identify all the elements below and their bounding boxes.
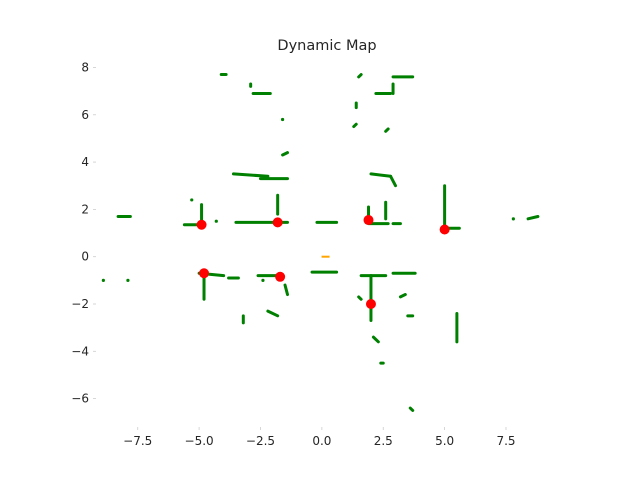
- y-tick-label: −6: [71, 392, 89, 406]
- obstacle-point-strip: [389, 174, 398, 188]
- y-axis-ticks: −6 −4 −2 0 2 4 6 8: [71, 60, 96, 406]
- x-axis-ticks: −7.5 −5.0 −2.5 0.0 2.5 5.0 7.5: [123, 427, 516, 448]
- obstacle-point-strip: [352, 122, 358, 129]
- y-tick-label: 6: [81, 108, 89, 122]
- obstacle-point: [511, 217, 515, 221]
- x-tick-label: 7.5: [496, 434, 515, 448]
- chart-title: Dynamic Map: [277, 38, 376, 54]
- agent-marker: [363, 215, 374, 226]
- obstacle-point: [261, 278, 265, 282]
- x-tick-label: 0.0: [312, 434, 331, 448]
- agent-marker: [275, 271, 286, 282]
- x-tick-label: 5.0: [435, 434, 454, 448]
- agent-marker: [365, 299, 376, 309]
- obstacle-point-strip: [371, 335, 380, 344]
- agent-marker: [439, 224, 450, 235]
- obstacle-point-strip: [398, 293, 407, 299]
- x-tick-label: −7.5: [123, 434, 152, 448]
- obstacle-point: [280, 117, 285, 122]
- agent-marker: [272, 217, 283, 228]
- agents-series: [196, 215, 450, 309]
- obstacle-point-strip: [283, 283, 289, 297]
- x-tick-label: 2.5: [374, 434, 393, 448]
- y-tick-label: 2: [81, 202, 89, 216]
- y-tick-label: −4: [71, 344, 89, 358]
- agent-marker: [196, 219, 207, 230]
- obstacle-point-strip: [384, 127, 390, 133]
- obstacle-point: [101, 278, 105, 282]
- obstacle-points-series: [101, 73, 540, 412]
- x-tick-label: −5.0: [185, 434, 214, 448]
- y-tick-label: 4: [81, 155, 89, 169]
- y-tick-label: 8: [81, 60, 89, 74]
- obstacle-point-strip: [408, 406, 415, 412]
- agent-marker: [199, 268, 210, 279]
- obstacle-point-strip: [231, 172, 270, 178]
- obstacle-point-strip: [369, 172, 393, 178]
- obstacle-point-strip: [357, 73, 363, 79]
- y-tick-label: −2: [71, 297, 89, 311]
- obstacle-point-strip: [266, 309, 280, 318]
- x-tick-label: −2.5: [246, 434, 275, 448]
- obstacle-point: [126, 278, 130, 282]
- obstacle-point: [190, 198, 194, 202]
- obstacle-point: [214, 219, 218, 223]
- obstacle-point-strip: [357, 295, 363, 301]
- y-tick-label: 0: [81, 250, 89, 264]
- obstacle-point-strip: [526, 214, 540, 221]
- obstacle-point-strip: [281, 151, 289, 157]
